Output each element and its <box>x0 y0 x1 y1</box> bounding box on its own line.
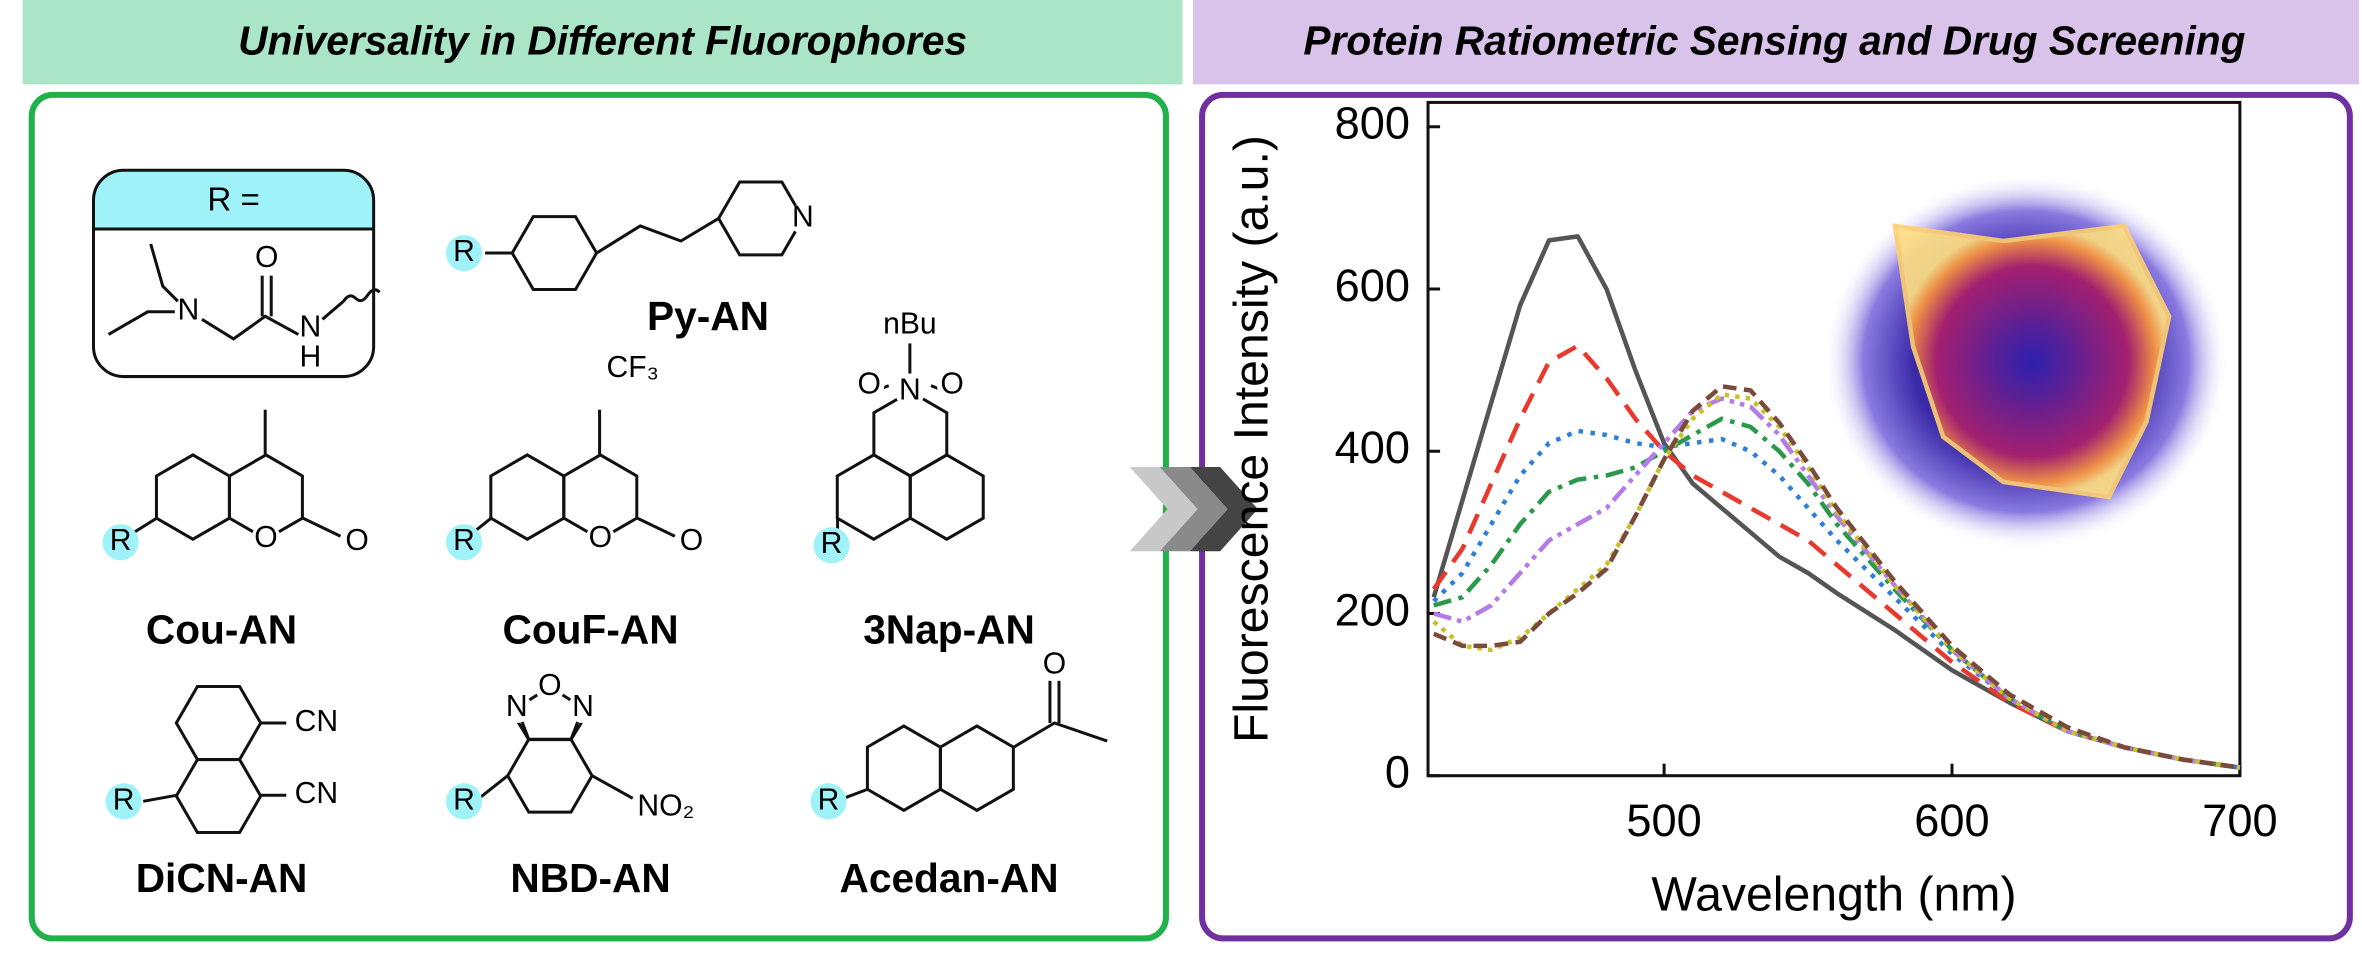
atom-bg <box>676 527 707 558</box>
ring <box>505 737 594 814</box>
atom: O <box>940 368 963 401</box>
atom-bg <box>894 310 925 341</box>
ring <box>908 453 985 541</box>
atom: O <box>538 669 561 702</box>
atom-bg <box>534 671 565 702</box>
r-highlight <box>445 524 483 561</box>
y-tick-label: 800 <box>1335 98 1410 149</box>
atom-bg <box>342 527 373 558</box>
atom: N <box>899 374 921 407</box>
atom: N <box>300 310 322 343</box>
y-tick-label: 200 <box>1335 584 1410 635</box>
left-title: Universality in Different Fluorophores <box>238 17 967 63</box>
ring <box>716 180 805 257</box>
ring <box>510 215 599 292</box>
right-title: Protein Ratiometric Sensing and Drug Scr… <box>1303 17 2245 63</box>
atom-bg <box>894 376 925 407</box>
r-label: R = <box>207 182 259 219</box>
atom: R <box>453 235 475 268</box>
compound-name: Cou-AN <box>146 606 297 652</box>
atom: R <box>110 524 132 557</box>
atom: R <box>113 783 135 816</box>
atom-bg <box>650 792 681 823</box>
r-highlight <box>102 524 139 561</box>
x-tick-label: 600 <box>1914 795 1989 846</box>
r-group: R = N O N H <box>91 168 381 379</box>
y-tick-label: 600 <box>1335 260 1410 311</box>
atom: NO₂ <box>637 789 694 822</box>
r-highlight <box>810 783 847 820</box>
ring <box>174 758 263 835</box>
ring <box>865 724 942 813</box>
x-axis-title: Wavelength (nm) <box>1651 867 2016 921</box>
ring <box>835 453 912 541</box>
atom: R <box>818 783 840 816</box>
atom-bg <box>787 203 818 234</box>
atom: CN <box>295 705 339 738</box>
atom: R <box>453 524 475 557</box>
inset-cell <box>1892 223 2172 500</box>
atom: R <box>453 783 475 816</box>
r-highlight <box>445 783 483 820</box>
atom-bg <box>936 370 968 401</box>
compound-name: CouF-AN <box>502 606 678 652</box>
atom: N <box>506 690 528 723</box>
plot-frame <box>1426 100 2242 778</box>
atom: N <box>178 294 200 327</box>
atom: N <box>572 690 594 723</box>
chevrons <box>1129 466 1258 552</box>
atom-bg <box>1039 650 1070 681</box>
ring <box>872 389 949 478</box>
atom: O <box>857 368 880 401</box>
atom: R <box>821 527 843 560</box>
left-header <box>22 0 1183 85</box>
right-header <box>1193 0 2359 85</box>
series-line <box>1432 384 2241 770</box>
compound-name: Py-AN <box>647 293 769 339</box>
y-tick-label: 400 <box>1335 422 1410 473</box>
r-highlight <box>105 783 142 820</box>
series-line <box>1431 343 2241 770</box>
compound-name: 3Nap-AN <box>863 606 1035 652</box>
y-axis-title: Fluorescence Intensity (a.u.) <box>1225 135 1279 743</box>
ring <box>154 453 231 541</box>
compound-name: NBD-AN <box>510 855 670 901</box>
atom: H <box>300 340 322 373</box>
atom: N <box>792 200 814 233</box>
atom: O <box>589 521 612 554</box>
atom-bg <box>854 370 885 401</box>
atom: O <box>254 521 277 554</box>
atom: CN <box>295 777 339 810</box>
atom-bg <box>501 692 532 723</box>
ring <box>938 724 1015 813</box>
right-panel <box>1199 91 2353 942</box>
atom-bg <box>585 524 616 555</box>
y-tick-label: 0 <box>1385 747 1410 798</box>
atom-bg <box>301 707 332 739</box>
atom: CF₃ <box>607 351 659 384</box>
x-tick-label: 500 <box>1626 795 1701 846</box>
ring <box>174 685 263 761</box>
atom: O <box>255 241 278 274</box>
atom-bg <box>617 353 648 385</box>
r-highlight <box>813 527 850 564</box>
r-highlight <box>445 234 483 272</box>
atom-bg <box>250 524 282 555</box>
atom: O <box>1043 648 1066 681</box>
atom: nBu <box>883 307 937 340</box>
series-line <box>1433 396 2241 770</box>
compound-name: DiCN-AN <box>136 855 308 901</box>
atom-bg <box>567 692 599 723</box>
atom-bg <box>301 780 332 811</box>
atom: O <box>680 524 703 557</box>
x-tick-label: 700 <box>2202 795 2277 846</box>
ring <box>489 453 566 541</box>
compound-name: Acedan-AN <box>839 855 1058 901</box>
atom: O <box>345 524 368 557</box>
